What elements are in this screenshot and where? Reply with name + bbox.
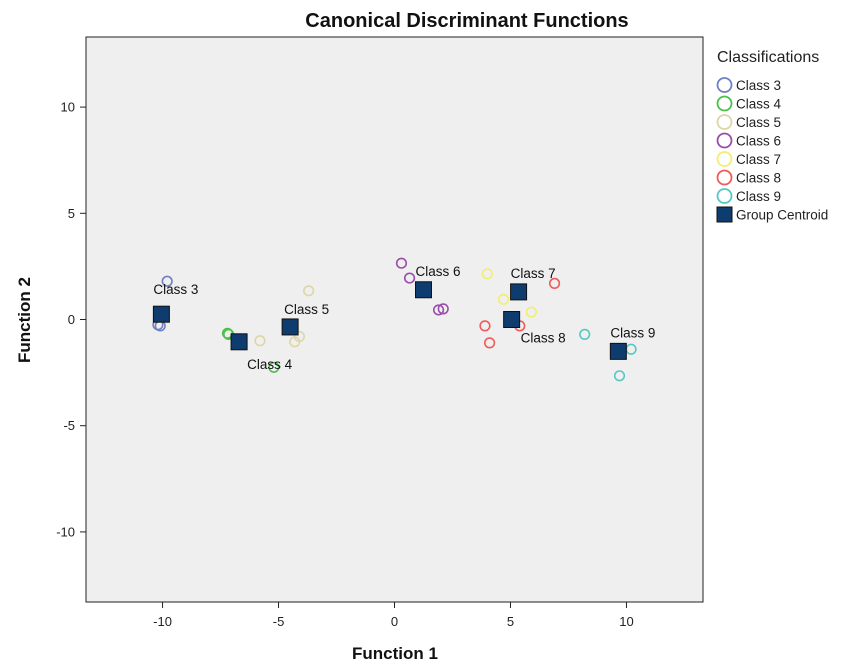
point-class-9 bbox=[613, 370, 626, 382]
y-tick-label: -5 bbox=[63, 418, 75, 433]
centroid-label-class-5: Class 5 bbox=[284, 302, 329, 317]
legend-label-class-8: Class 8 bbox=[736, 171, 781, 186]
legend-label-class-4: Class 4 bbox=[736, 97, 782, 112]
point-class-3 bbox=[161, 275, 173, 287]
legend-label-class-5: Class 5 bbox=[736, 115, 781, 130]
point-class-5 bbox=[254, 335, 266, 347]
point-class-7 bbox=[481, 268, 493, 280]
x-axis: -10 -5 0 5 10 bbox=[153, 602, 634, 629]
y-tick-label: 0 bbox=[68, 312, 75, 327]
plot-area bbox=[85, 36, 704, 603]
point-class-7 bbox=[525, 306, 537, 318]
legend-label-class-6: Class 6 bbox=[736, 134, 781, 149]
legend-marker-class-5 bbox=[716, 114, 733, 130]
x-tick-label: -5 bbox=[273, 614, 285, 629]
centroid-class-4 bbox=[230, 333, 248, 351]
y-tick-label: -10 bbox=[56, 524, 75, 539]
point-class-6 bbox=[437, 303, 449, 315]
centroid-label-class-6: Class 6 bbox=[415, 264, 460, 279]
centroid-class-7 bbox=[510, 283, 528, 301]
centroid-class-3 bbox=[152, 305, 170, 323]
legend-marker-class-3 bbox=[716, 77, 733, 93]
legend-marker-group-centroid bbox=[716, 206, 733, 223]
centroid-class-9 bbox=[609, 342, 627, 360]
point-class-6 bbox=[395, 257, 408, 269]
legend-label-group-centroid: Group Centroid bbox=[736, 208, 828, 223]
x-tick-label: 5 bbox=[507, 614, 514, 629]
y-tick-label: 5 bbox=[68, 206, 75, 221]
legend-title: Classifications bbox=[717, 49, 819, 66]
x-axis-title: Function 1 bbox=[352, 644, 438, 663]
centroid-label-class-9: Class 9 bbox=[610, 325, 655, 340]
point-class-8 bbox=[479, 320, 491, 332]
legend: Classifications Class 3 Class 4 Class 5 Cla… bbox=[716, 49, 828, 223]
point-class-4 bbox=[268, 361, 280, 373]
legend-marker-class-9 bbox=[716, 188, 733, 204]
centroid-label-class-4: Class 4 bbox=[247, 357, 293, 372]
y-tick-label: 10 bbox=[61, 100, 75, 115]
y-axis-title: Function 2 bbox=[15, 277, 34, 363]
point-class-6 bbox=[432, 304, 445, 316]
legend-label-class-9: Class 9 bbox=[736, 189, 781, 204]
legend-marker-class-4 bbox=[716, 95, 733, 112]
group-centroids: Class 3 Class 4 Class 5 Class 6 Class 7 Class… bbox=[152, 264, 655, 372]
point-class-6 bbox=[403, 272, 416, 284]
x-tick-label: 10 bbox=[619, 614, 633, 629]
x-tick-label: 0 bbox=[391, 614, 398, 629]
centroid-class-6 bbox=[414, 281, 432, 299]
centroid-class-8 bbox=[503, 311, 521, 328]
point-class-5 bbox=[289, 336, 301, 348]
centroid-label-class-7: Class 7 bbox=[511, 266, 556, 281]
point-class-9 bbox=[579, 328, 591, 340]
point-class-5 bbox=[303, 285, 315, 297]
legend-marker-class-7 bbox=[716, 151, 733, 167]
y-axis: 10 5 0 -5 -10 bbox=[56, 100, 86, 539]
point-class-8 bbox=[548, 277, 561, 289]
centroid-class-5 bbox=[281, 318, 299, 336]
chart-title: Canonical Discriminant Functions bbox=[305, 10, 628, 32]
centroid-label-class-8: Class 8 bbox=[521, 331, 566, 346]
legend-label-class-3: Class 3 bbox=[736, 78, 781, 93]
point-class-8 bbox=[484, 337, 496, 349]
x-tick-label: -10 bbox=[153, 614, 172, 629]
point-class-7 bbox=[497, 293, 510, 305]
centroid-label-class-3: Class 3 bbox=[153, 282, 198, 297]
legend-marker-class-8 bbox=[716, 169, 733, 186]
legend-label-class-7: Class 7 bbox=[736, 152, 781, 167]
legend-marker-class-6 bbox=[716, 132, 733, 149]
